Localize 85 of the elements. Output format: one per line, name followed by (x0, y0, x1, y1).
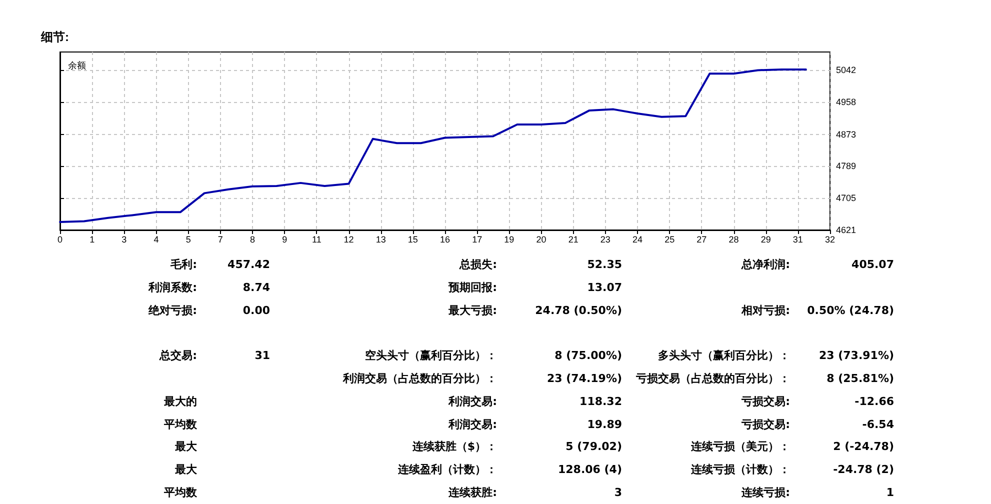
text: 利润系数: (148, 280, 197, 296)
text: 连续盈利（计数）： (398, 462, 497, 478)
text: 总交易: (160, 348, 197, 364)
x-tick-label: 20 (536, 234, 546, 244)
text: 19.89 (587, 416, 622, 433)
x-tick-label: 32 (824, 234, 836, 244)
text: 总净利润: (742, 257, 790, 273)
x-tick-label: 0 (57, 234, 63, 244)
x-tick-label: 27 (696, 234, 707, 244)
text: 连续亏损（计数）： (691, 462, 790, 478)
text: 连续亏损（美元）： (691, 439, 790, 456)
text: -12.66 (854, 394, 894, 410)
x-tick-label: 3 (122, 234, 127, 244)
text: 最大 (175, 462, 197, 478)
text: 连续亏损: (742, 485, 790, 501)
x-tick-label: 29 (760, 234, 771, 244)
text: 连续获胜（$）： (412, 439, 497, 456)
text: 总损失: (460, 257, 497, 273)
text: 1 (886, 485, 894, 501)
text: 最大 (175, 439, 197, 456)
text: 平均数 (164, 485, 197, 501)
x-tick-label: 12 (344, 234, 354, 244)
text: 余额 (68, 60, 86, 70)
x-tick-label: 4 (154, 234, 159, 244)
text: 平均数 (164, 416, 197, 433)
y-tick-label: 4873 (836, 129, 856, 140)
line-series (59, 68, 807, 224)
y-tick-label: 4958 (836, 97, 856, 108)
text: -24.78 (2) (833, 462, 894, 478)
text: 23 (74.19%) (546, 371, 622, 387)
text: 亏损交易: (742, 416, 790, 433)
text: 31 (254, 348, 270, 364)
x-tick-label: 28 (728, 234, 739, 244)
x-tick-label: 25 (664, 234, 675, 244)
text: 405.07 (852, 257, 894, 273)
y-tick-label: 4789 (836, 161, 856, 172)
text: 457.42 (228, 257, 270, 273)
text: 毛利: (170, 257, 197, 273)
x-tick-label: 31 (792, 234, 803, 244)
x-tick-label: 23 (600, 234, 610, 244)
text: 128.06 (4) (558, 462, 622, 478)
text: 利润交易（占总数的百分比）： (343, 371, 497, 387)
x-tick-label: 1 (90, 234, 95, 244)
x-tick-label: 11 (312, 234, 322, 244)
x-tick-label: 9 (282, 234, 288, 244)
text: 多头头寸（赢利百分比）： (658, 348, 790, 364)
text: 最大亏损: (448, 302, 497, 319)
text: 相对亏损: (742, 302, 790, 319)
text: 利润交易: (448, 416, 497, 433)
x-tick-label: 24 (632, 234, 643, 244)
x-tick-label: 21 (568, 234, 578, 244)
y-tick-label: 4621 (836, 225, 856, 235)
x-tick-label: 16 (440, 234, 450, 244)
text: 2 (-24.78) (833, 439, 894, 456)
text: 23 (73.91%) (818, 348, 894, 364)
text: 亏损交易: (742, 394, 790, 410)
text: 空头头寸（赢利百分比）： (365, 348, 497, 364)
x-tick-label: 7 (218, 234, 223, 244)
text: -6.54 (862, 416, 894, 433)
text: 8.74 (242, 280, 270, 296)
text: 118.32 (580, 394, 622, 410)
text: 13.07 (587, 280, 622, 296)
text: 预期回报: (448, 280, 497, 296)
chart-title: 细节: (40, 30, 69, 44)
x-tick-label: 13 (376, 234, 386, 244)
text: 连续获胜: (448, 485, 497, 501)
text: 亏损交易（占总数的百分比）： (636, 371, 790, 387)
text: 最大的 (164, 394, 197, 410)
x-tick-label: 19 (504, 234, 514, 244)
x-tick-label: 8 (250, 234, 256, 244)
x-tick-label: 5 (186, 234, 191, 244)
text: 5 (79.02) (566, 439, 622, 456)
text: 8 (75.00%) (554, 348, 622, 364)
text: 利润交易: (448, 394, 497, 410)
text: 3 (614, 485, 622, 501)
y-tick-label: 4705 (836, 193, 856, 204)
text: 绝对亏损: (148, 302, 197, 319)
text: 0.50% (24.78) (807, 302, 894, 319)
text: 24.78 (0.50%) (535, 302, 622, 319)
text: 0.00 (242, 302, 270, 319)
x-tick-label: 17 (472, 234, 482, 244)
text: 52.35 (587, 257, 622, 273)
y-tick-label: 5042 (836, 65, 856, 76)
x-tick-label: 15 (408, 234, 418, 244)
text: 8 (25.81%) (826, 371, 894, 387)
